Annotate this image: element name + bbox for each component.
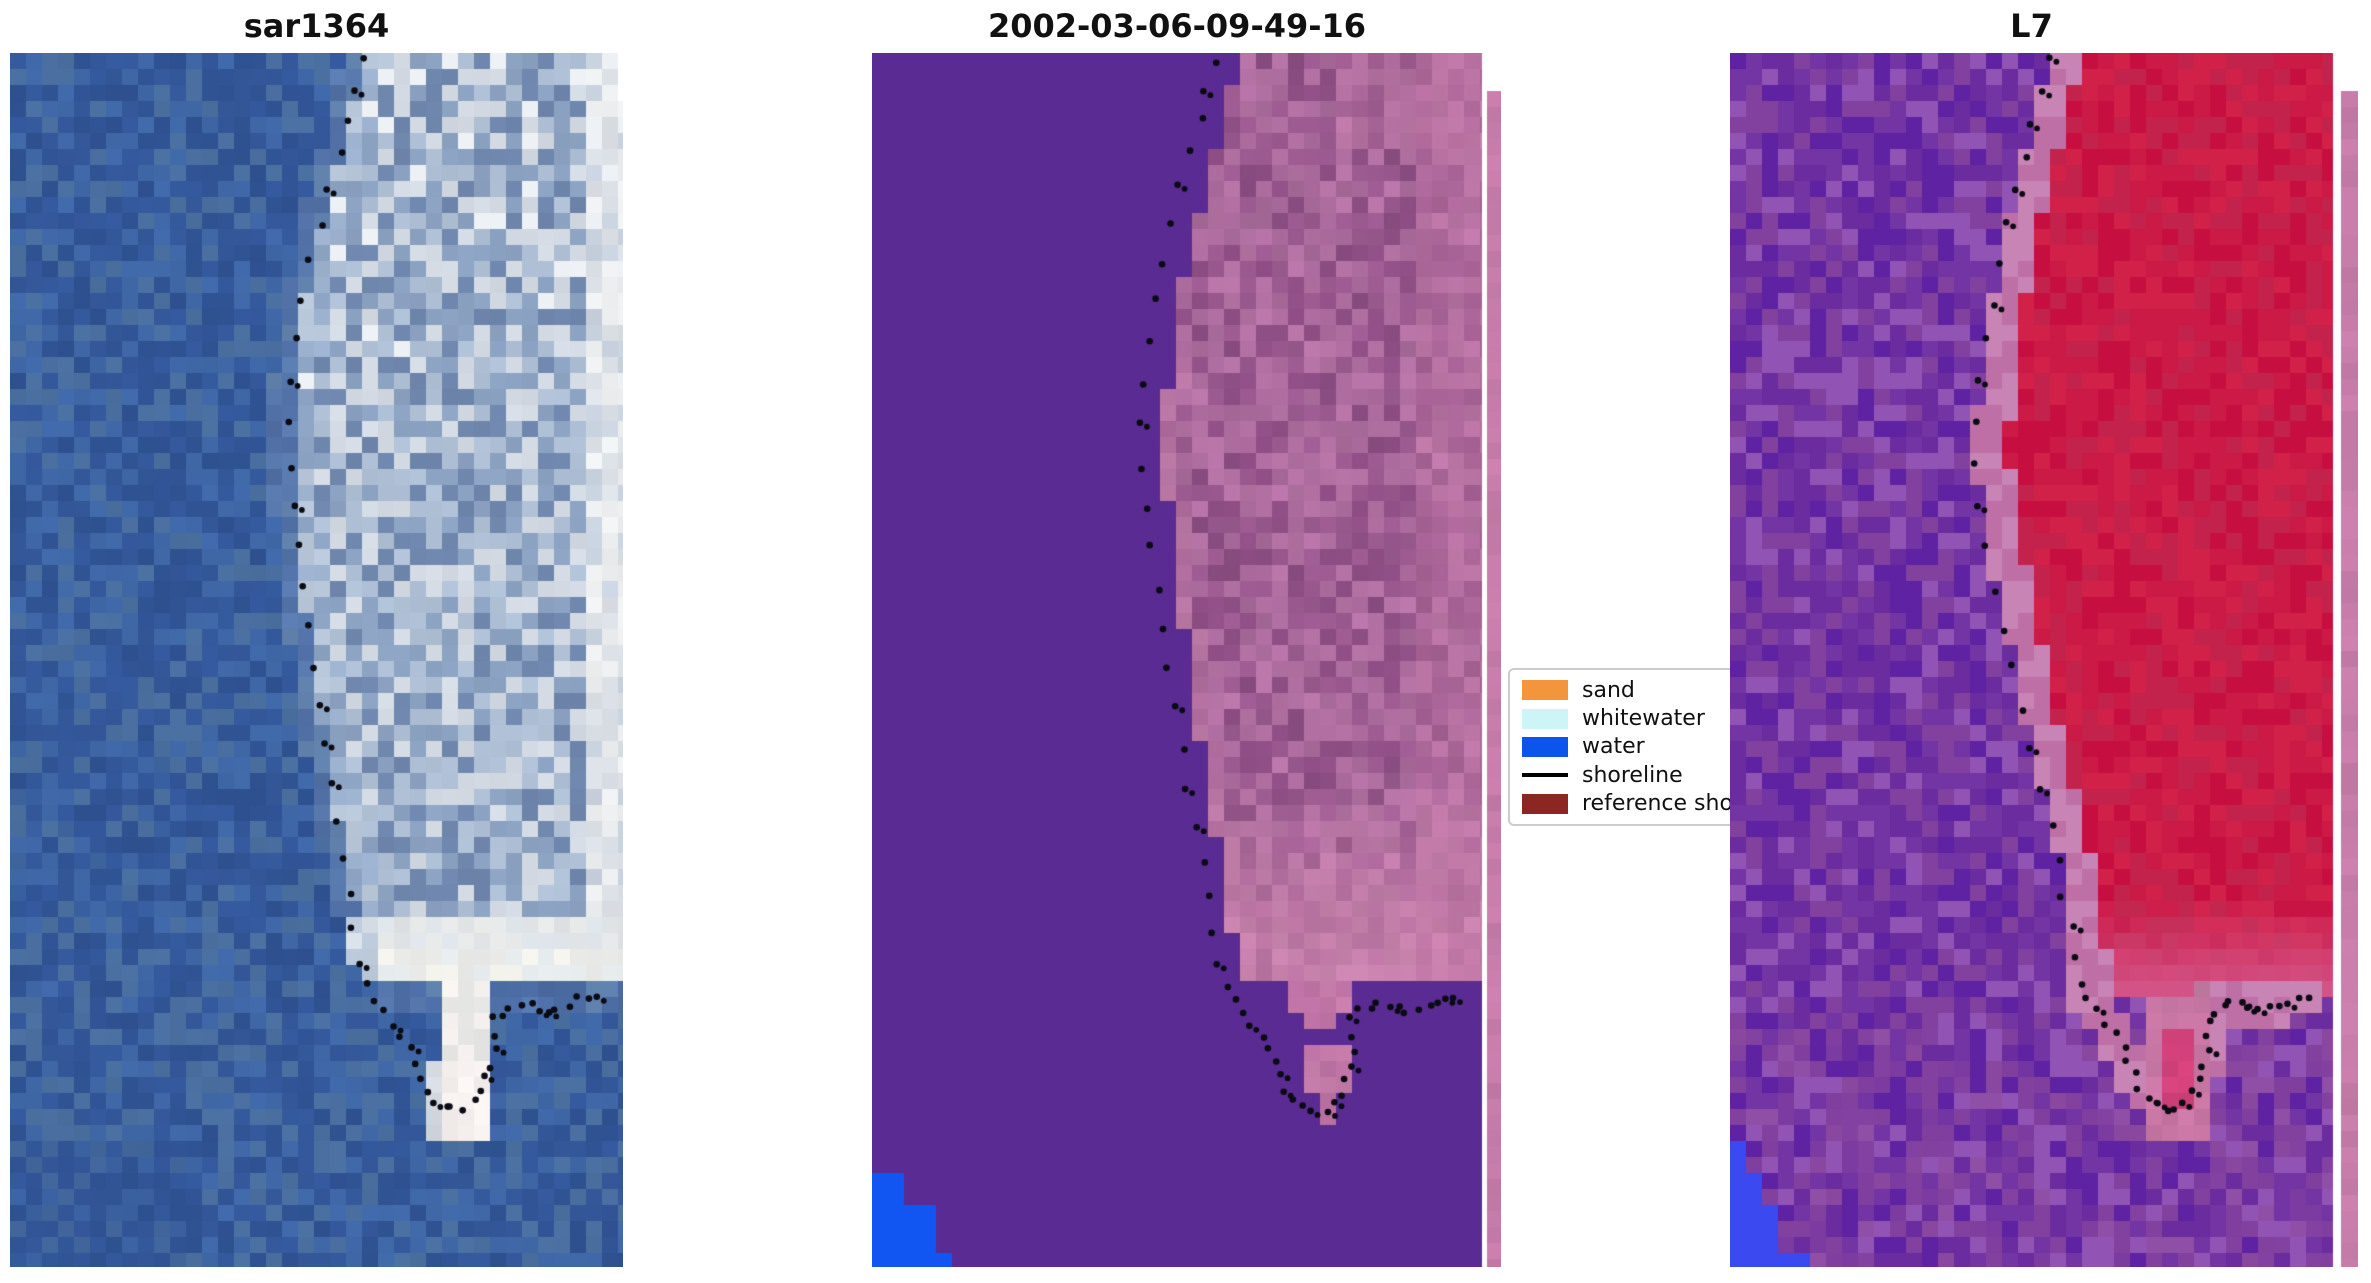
panel-title-sar: sar1364: [243, 7, 390, 45]
panel-l7: L7: [1730, 0, 2358, 1283]
sar-image: [10, 53, 623, 1267]
legend-label: water: [1582, 734, 1645, 760]
reference-shoreline-swatch: [1522, 793, 1568, 814]
legend-item-water: water: [1522, 733, 1841, 761]
legend-label: whitewater: [1582, 706, 1705, 732]
sand-swatch: [1522, 680, 1568, 701]
legend-item-whitewater: whitewater: [1522, 705, 1841, 733]
classified-image: [872, 53, 1501, 1267]
panel-classified: 2002-03-06-09-49-16: [872, 0, 1501, 1283]
l7-image: [1730, 53, 2358, 1267]
legend-item-sand: sand: [1522, 676, 1841, 704]
legend-item-shoreline: shoreline: [1522, 761, 1841, 789]
panel-sar: sar1364: [10, 0, 623, 1283]
legend-label: sand: [1582, 677, 1635, 703]
water-swatch: [1522, 736, 1568, 757]
whitewater-swatch: [1522, 708, 1568, 729]
panel-title-l7: L7: [2010, 7, 2053, 45]
shoreline-swatch: [1522, 773, 1568, 778]
legend-label: shoreline: [1582, 762, 1683, 788]
panel-title-classified: 2002-03-06-09-49-16: [987, 7, 1367, 45]
